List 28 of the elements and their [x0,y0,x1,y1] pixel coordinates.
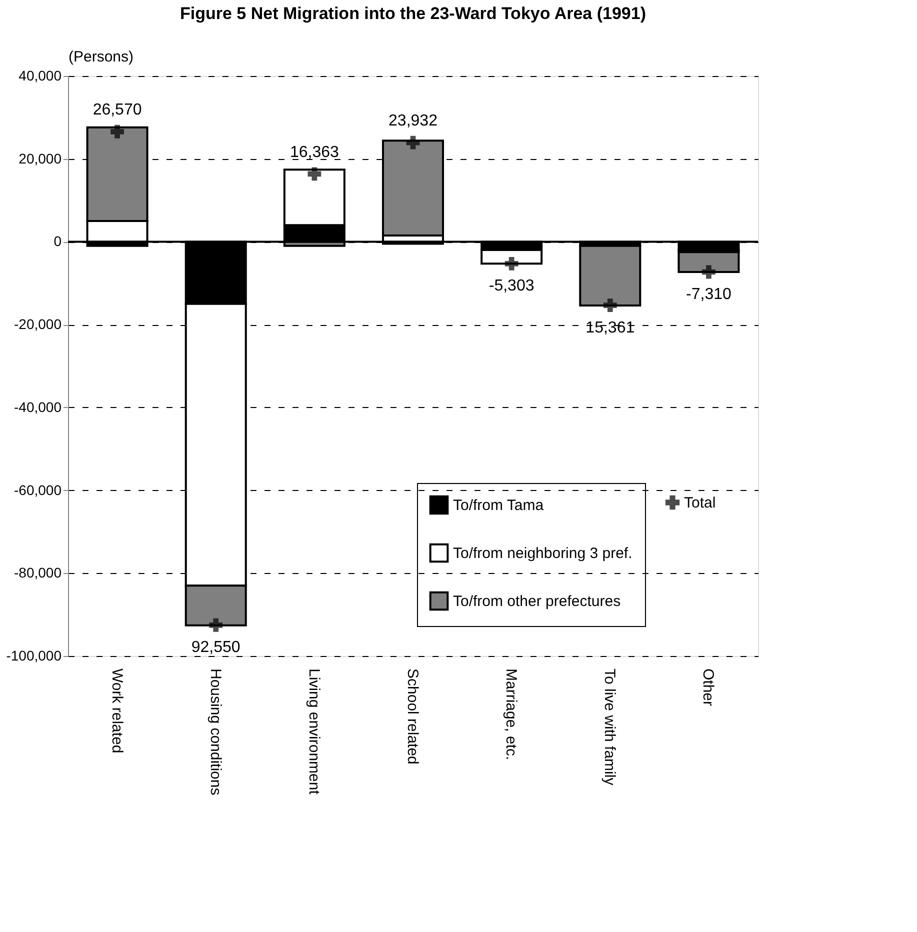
y-tick-label: -20,000 [14,316,62,332]
chart-title: Figure 5 Net Migration into the 23-Ward Tokyo Area (1991) [180,4,646,23]
y-tick-label: 40,000 [18,68,62,84]
data-label: -5,303 [488,278,534,295]
x-tick-label: School related [404,668,421,764]
y-tick-label: 20,000 [18,150,62,166]
x-tick-label: Marriage, etc. [502,668,520,760]
data-label: 26,570 [92,102,142,119]
annotation: 92,550 [191,639,240,656]
legend-label: Total [684,494,716,512]
annotation: 15,361 [586,319,635,336]
x-tick-label: Living environment [305,668,322,796]
legend-label: To/from Tama [453,497,544,514]
data-label: 23,932 [388,112,438,130]
x-tick-label: Other [700,668,717,706]
x-tick-label: To live with family [601,668,618,786]
x-tick-label: Work related [108,668,126,754]
y-tick-label: -40,000 [14,398,62,415]
y-tick-label: -60,000 [14,482,62,498]
data-label: -7,310 [686,286,732,303]
y-tick-label: -80,000 [14,564,62,581]
x-tick-label: Housing conditions [206,668,224,796]
y-tick-label: -100,000 [6,648,62,664]
legend-label: To/from other prefectures [453,593,621,610]
legend-label: To/from neighboring 3 pref. [453,545,632,562]
y-axis-title: (Persons) [68,48,134,66]
y-tick-label: 0 [54,233,62,250]
data-label: 16,363 [290,144,339,161]
